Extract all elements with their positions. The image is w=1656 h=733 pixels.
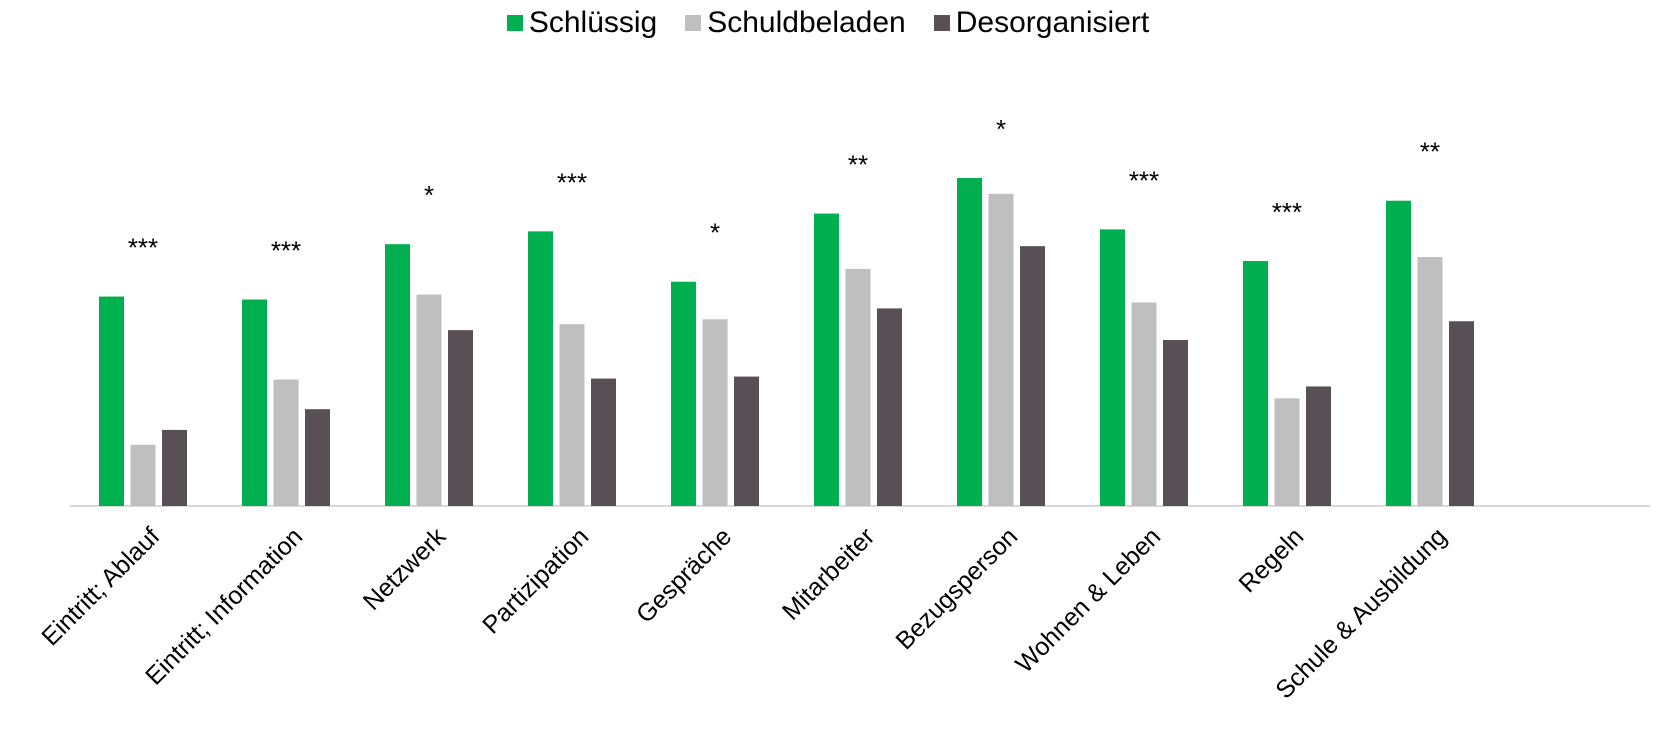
bar-1-6	[814, 213, 839, 506]
bar-2-9	[1274, 398, 1300, 506]
significance-label: ***	[1272, 197, 1302, 227]
legend-item-schluessig: Schlüssig	[506, 6, 658, 40]
x-tick-label: Eintritt; Information	[140, 522, 308, 690]
x-tick-label: Wohnen & Leben	[1010, 522, 1166, 678]
legend-label-schuldbeladen: Schuldbeladen	[707, 6, 906, 39]
x-tick-label: Partizipation	[477, 522, 594, 639]
significance-label: **	[1420, 137, 1440, 167]
significance-label: ***	[1129, 165, 1159, 195]
bar-2-5	[702, 319, 728, 506]
bar-2-3	[416, 294, 442, 506]
bar-3-9	[1306, 386, 1331, 506]
x-tick-label: Eintritt; Ablauf	[36, 522, 165, 651]
bar-2-8	[1131, 302, 1157, 506]
significance-label: *	[996, 114, 1006, 144]
bar-1-5	[671, 281, 696, 506]
bar-3-6	[877, 308, 902, 506]
legend-label-schluessig: Schlüssig	[528, 6, 658, 39]
bar-2-4	[559, 324, 585, 506]
x-tick-label: Gespräche	[631, 522, 737, 628]
bar-3-2	[305, 409, 330, 506]
significance-label: *	[424, 180, 434, 210]
bar-2-1	[130, 444, 156, 506]
x-tick-label: Bezugsperson	[890, 522, 1023, 655]
bar-3-1	[162, 429, 187, 506]
bar-3-10	[1449, 321, 1474, 506]
x-tick-label: Netzwerk	[358, 522, 452, 616]
bar-1-4	[528, 231, 553, 506]
significance-label: ***	[557, 167, 587, 197]
legend-label-desorganisiert: Desorganisiert	[955, 6, 1150, 39]
bar-2-10	[1417, 257, 1443, 506]
legend-swatch-schuldbeladen	[685, 15, 702, 31]
bar-3-8	[1163, 340, 1188, 506]
bar-1-1	[99, 296, 124, 506]
significance-label: ***	[271, 236, 301, 266]
bar-2-7	[988, 193, 1014, 506]
bar-3-4	[591, 378, 616, 506]
bar-2-2	[273, 379, 299, 506]
x-tick-label: Mitarbeiter	[777, 522, 880, 625]
bar-1-9	[1243, 260, 1268, 506]
significance-label: ***	[128, 233, 158, 263]
legend-item-desorganisiert: Desorganisiert	[933, 6, 1150, 40]
bar-1-2	[242, 299, 267, 506]
significance-label: **	[848, 150, 868, 180]
bar-2-6	[845, 268, 871, 506]
legend-swatch-desorganisiert	[933, 15, 950, 31]
significance-label: *	[710, 218, 720, 248]
bar-3-7	[1020, 246, 1045, 506]
legend-item-schuldbeladen: Schuldbeladen	[685, 6, 906, 40]
bar-1-3	[385, 244, 410, 507]
bar-1-7	[957, 178, 982, 506]
bar-1-10	[1386, 200, 1411, 506]
legend: Schlüssig Schuldbeladen Desorganisiert	[0, 6, 1656, 40]
x-tick-label: Regeln	[1233, 522, 1309, 598]
legend-swatch-schluessig	[506, 15, 523, 31]
bar-3-3	[448, 330, 473, 506]
bar-1-8	[1100, 229, 1125, 507]
bar-3-5	[734, 376, 759, 506]
